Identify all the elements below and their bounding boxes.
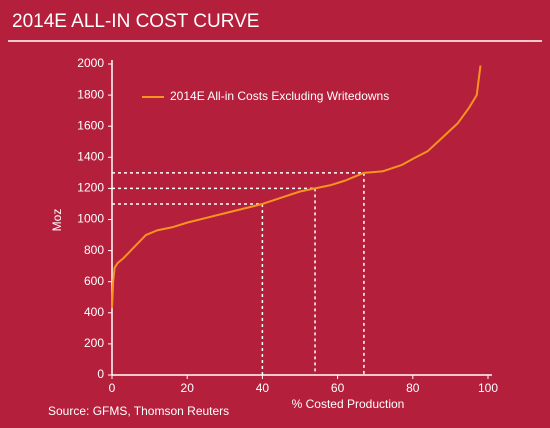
series-line	[111, 65, 482, 309]
x-tick-label: 20	[181, 381, 195, 395]
y-tick-label: 1800	[77, 87, 104, 101]
x-tick-label: 0	[109, 381, 116, 395]
legend-label: 2014E All-in Costs Excluding Writedowns	[170, 89, 389, 103]
chart-title: 2014E ALL-IN COST CURVE	[12, 11, 259, 32]
x-tick-label: 80	[406, 381, 420, 395]
y-tick-label: 400	[84, 305, 104, 319]
y-tick-label: 1600	[77, 118, 104, 132]
source: Source: GFMS, Thomson Reuters	[48, 404, 229, 418]
x-tick-label: 40	[256, 381, 270, 395]
y-tick-label: 1400	[77, 149, 104, 163]
y-tick-label: 600	[84, 274, 104, 288]
x-tick-label: 60	[331, 381, 345, 395]
y-tick-label: 1000	[77, 212, 104, 226]
x-tick-label: 100	[478, 381, 498, 395]
y-tick-label: 2000	[77, 56, 104, 70]
y-tick-label: 0	[97, 367, 104, 381]
y-tick-label: 800	[84, 243, 104, 257]
y-tick-label: 200	[84, 336, 104, 350]
x-axis-label: % Costed Production	[292, 397, 405, 411]
y-tick-label: 1200	[77, 181, 104, 195]
y-axis-label: Moz	[50, 209, 64, 232]
